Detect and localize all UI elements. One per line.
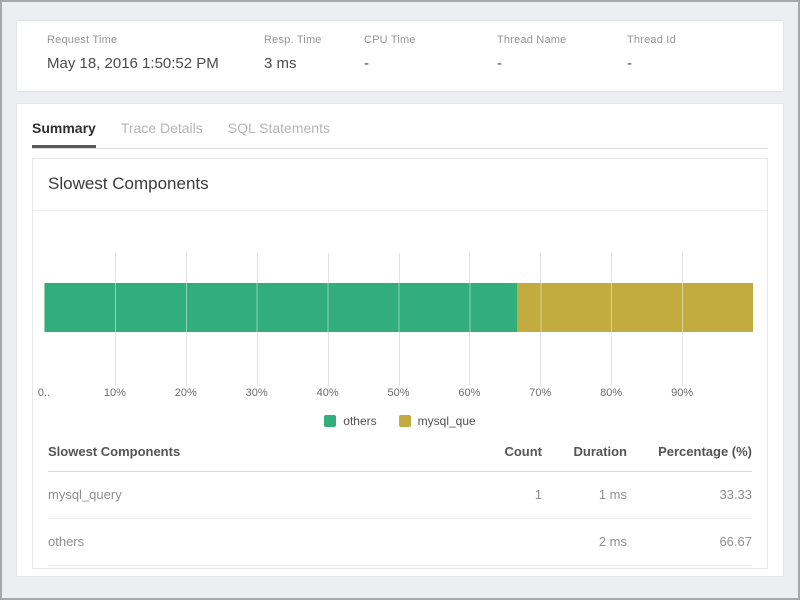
legend-swatch-others: [324, 415, 336, 427]
table-header-row: Slowest Components Count Duration Percen…: [48, 436, 752, 472]
cell-percentage: 33.33: [627, 487, 752, 502]
tab-trace-details[interactable]: Trace Details: [121, 104, 203, 148]
bar-segment-others[interactable]: [44, 283, 517, 332]
x-tick: 0..: [38, 387, 50, 399]
legend-item-mysql-que[interactable]: mysql_que: [399, 414, 476, 428]
cell-duration: 1 ms: [542, 487, 627, 502]
cell-count: 1: [447, 487, 542, 502]
col-header-count: Count: [447, 444, 542, 459]
slowest-components-table: Slowest Components Count Duration Percen…: [48, 436, 752, 566]
x-tick: 30%: [246, 387, 268, 399]
field-label: Resp. Time: [264, 34, 364, 46]
field-thread-name: Thread Name -: [497, 34, 627, 91]
section-title: Slowest Components: [33, 159, 767, 211]
table-row: others 2 ms 66.67: [48, 519, 752, 566]
field-value: May 18, 2016 1:50:52 PM: [47, 55, 264, 72]
col-header-percentage: Percentage (%): [627, 444, 752, 459]
slowest-components-section: Slowest Components 0.. 10% 20% 30%: [32, 158, 768, 569]
stacked-bar: [44, 283, 753, 332]
chart-legend: others mysql_que: [33, 414, 767, 428]
legend-swatch-mysql-que: [399, 415, 411, 427]
field-value: -: [627, 55, 676, 72]
field-cpu-time: CPU Time -: [364, 34, 497, 91]
cell-duration: 2 ms: [542, 534, 627, 549]
x-tick: 40%: [317, 387, 339, 399]
x-tick: 60%: [458, 387, 480, 399]
cell-percentage: 66.67: [627, 534, 752, 549]
cell-name: others: [48, 534, 447, 549]
legend-item-others[interactable]: others: [324, 414, 376, 428]
request-summary-card: Request Time May 18, 2016 1:50:52 PM Res…: [16, 20, 784, 92]
x-tick: 20%: [175, 387, 197, 399]
x-tick: 80%: [600, 387, 622, 399]
trace-window: Request Time May 18, 2016 1:50:52 PM Res…: [0, 0, 800, 600]
stacked-bar-chart: 0.. 10% 20% 30% 40% 50% 60% 70% 80% 90%: [44, 211, 753, 400]
x-tick: 70%: [529, 387, 551, 399]
tab-sql-statements[interactable]: SQL Statements: [228, 104, 330, 148]
field-value: -: [497, 55, 627, 72]
field-label: Thread Name: [497, 34, 627, 46]
field-label: Request Time: [47, 34, 264, 46]
x-tick: 90%: [671, 387, 693, 399]
trace-detail-panel: Summary Trace Details SQL Statements Slo…: [16, 103, 784, 577]
tab-bar: Summary Trace Details SQL Statements: [32, 104, 768, 149]
legend-label: mysql_que: [418, 414, 476, 428]
cell-name: mysql_query: [48, 487, 447, 502]
field-resp-time: Resp. Time 3 ms: [264, 34, 364, 91]
legend-label: others: [343, 414, 376, 428]
x-tick: 10%: [104, 387, 126, 399]
col-header-name: Slowest Components: [48, 444, 447, 459]
x-tick: 50%: [387, 387, 409, 399]
field-label: Thread Id: [627, 34, 676, 46]
field-thread-id: Thread Id -: [627, 34, 676, 91]
bar-segment-mysql-que[interactable]: [517, 283, 753, 332]
field-label: CPU Time: [364, 34, 497, 46]
tab-summary[interactable]: Summary: [32, 104, 96, 148]
field-request-time: Request Time May 18, 2016 1:50:52 PM: [47, 34, 264, 91]
table-row: mysql_query 1 1 ms 33.33: [48, 472, 752, 519]
field-value: 3 ms: [264, 55, 364, 72]
col-header-duration: Duration: [542, 444, 627, 459]
field-value: -: [364, 55, 497, 72]
